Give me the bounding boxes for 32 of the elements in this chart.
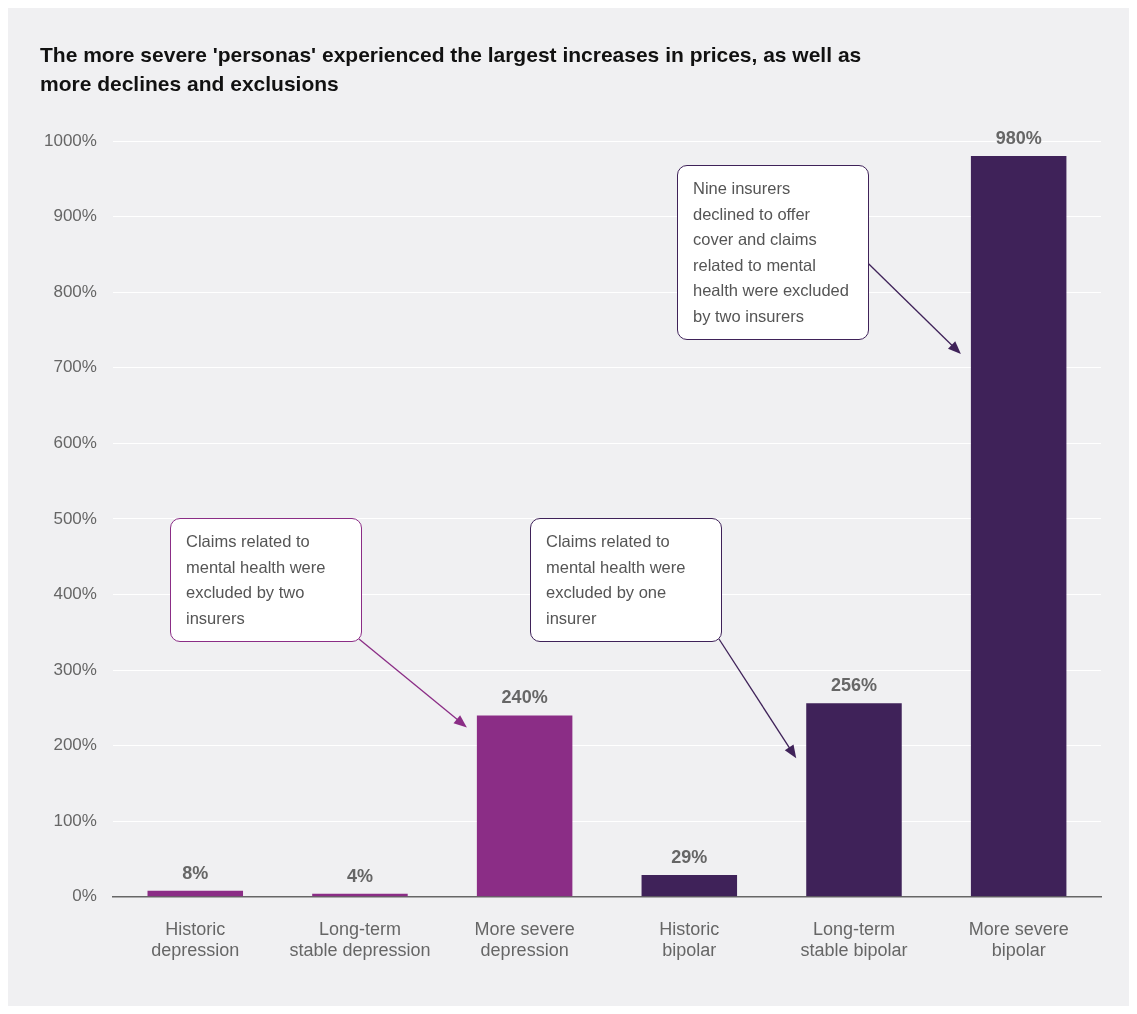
y-tick-label: 600%: [53, 433, 97, 453]
y-tick-label: 700%: [53, 357, 97, 377]
chart-title: The more severe 'personas' experienced the largest increases in prices, as well as more declines and exclusions: [40, 42, 863, 97]
data-label: 980%: [995, 128, 1042, 149]
data-label: 4%: [346, 865, 373, 886]
callout-box: Claims related to mental health were excluded by one insurer: [530, 518, 722, 642]
data-label: 240%: [501, 687, 548, 708]
y-tick-label: 900%: [53, 206, 97, 226]
x-tick-label: Long-term stable depression: [289, 918, 431, 961]
callout-box: Nine insurers declined to offer cover and claims related to mental health were excluded by two insurers: [677, 165, 869, 340]
x-tick-label: Historic bipolar: [659, 918, 720, 961]
bar: [806, 703, 902, 897]
y-tick-label: 1000%: [44, 130, 97, 150]
callout-box: Claims related to mental health were excluded by two insurers: [170, 518, 362, 642]
y-tick-label: 800%: [53, 281, 97, 301]
y-tick-label: 200%: [53, 735, 97, 755]
y-tick-label: 400%: [53, 584, 97, 604]
x-tick-label: More severe depression: [474, 918, 575, 961]
bar: [970, 156, 1067, 897]
bar: [147, 890, 244, 897]
data-label: 8%: [182, 862, 209, 883]
data-label: 29%: [671, 846, 708, 867]
y-tick-label: 300%: [53, 659, 97, 679]
x-tick-label: Historic depression: [151, 918, 240, 961]
y-tick-label: 0%: [72, 886, 97, 906]
y-tick-label: 100%: [53, 810, 97, 830]
x-tick-label: Long-term stable bipolar: [800, 918, 908, 961]
x-tick-label: More severe bipolar: [968, 918, 1069, 961]
data-label: 256%: [830, 675, 878, 696]
y-tick-label: 500%: [53, 508, 97, 528]
bar: [476, 715, 573, 897]
bar: [641, 874, 738, 897]
